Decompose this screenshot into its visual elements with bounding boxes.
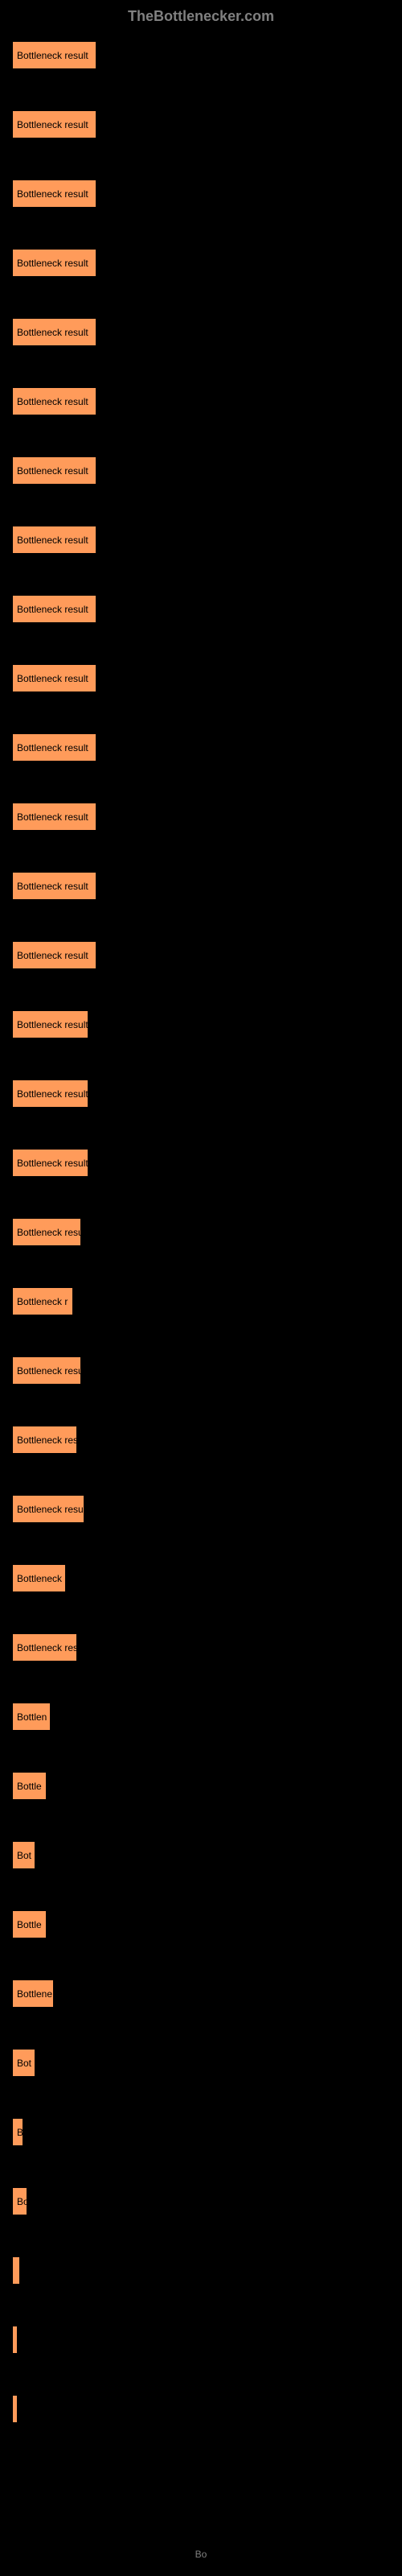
bar: Bottleneck result — [12, 1495, 84, 1523]
bar-row: Bottleneck result — [12, 1495, 394, 1544]
bar-row: Bottleneck result — [12, 249, 394, 298]
bar-row: Bottleneck result — [12, 526, 394, 575]
bar-row: Bottleneck result — [12, 803, 394, 852]
bar-row: Bottleneck result — [12, 595, 394, 644]
bar: Bottleneck result — [12, 1149, 88, 1177]
bar: Bottleneck result — [12, 249, 96, 277]
bar-row: Bo — [12, 2187, 394, 2236]
bar-row: Bottleneck result — [12, 1080, 394, 1129]
bar: Bottleneck result — [12, 41, 96, 69]
bar-row: Bottleneck result — [12, 180, 394, 229]
bar: Bottleneck result — [12, 872, 96, 900]
bar: Bottleneck res — [12, 1426, 77, 1454]
bar-row: B — [12, 2118, 394, 2167]
bar-row: Bottleneck result — [12, 872, 394, 921]
bar-row: Bottleneck result — [12, 318, 394, 367]
bar: Bottleneck — [12, 1564, 66, 1592]
bar-row: Bottleneck result — [12, 387, 394, 436]
bar: Bottle — [12, 1910, 47, 1938]
bar-row: Bottleneck result — [12, 941, 394, 990]
bar: Bottlen — [12, 1703, 51, 1731]
bars-area: Bottleneck result Bottleneck result Bottle… — [12, 41, 394, 2444]
bar — [12, 2395, 18, 2423]
bar: Bottlene — [12, 1979, 54, 2008]
bar: Bottleneck result — [12, 941, 96, 969]
bar-row — [12, 2326, 394, 2375]
bar-row: Bottleneck res — [12, 1633, 394, 1682]
bar: Bottleneck result — [12, 318, 96, 346]
bar-row: Bottleneck resu — [12, 1356, 394, 1406]
bar: Bottleneck res — [12, 1633, 77, 1662]
bar-row: Bottleneck res — [12, 1426, 394, 1475]
bar-row: Bottlene — [12, 1979, 394, 2029]
bar: Bottleneck result — [12, 803, 96, 831]
bar-row — [12, 2395, 394, 2444]
bar-row: Bottlen — [12, 1703, 394, 1752]
footer-label: Bo — [8, 2549, 394, 2560]
bar: Bottleneck result — [12, 180, 96, 208]
bar-row: Bottleneck result — [12, 1149, 394, 1198]
bar-row: Bottleneck — [12, 1564, 394, 1613]
bar: Bottleneck result — [12, 1080, 88, 1108]
bar: Bottleneck resu — [12, 1356, 81, 1385]
bar-row: Bottleneck result — [12, 41, 394, 90]
bar: Bottleneck result — [12, 664, 96, 692]
bar-row: Bottleneck result — [12, 1010, 394, 1059]
bar — [12, 2256, 20, 2285]
bar: Bottleneck result — [12, 595, 96, 623]
bar: Bottle — [12, 1772, 47, 1800]
bar: Bottleneck result — [12, 110, 96, 138]
bar: B — [12, 2118, 23, 2146]
bar: Bottleneck result — [12, 526, 96, 554]
bar: Bo — [12, 2187, 27, 2215]
bar-chart: Bottleneck result Bottleneck result Bottle… — [12, 41, 394, 2537]
bar: Bot — [12, 1841, 35, 1869]
bar-row — [12, 2256, 394, 2306]
bar-row: Bottleneck result — [12, 733, 394, 782]
bar: Bottleneck r — [12, 1287, 73, 1315]
bar-row: Bot — [12, 2049, 394, 2098]
bar-row: Bot — [12, 1841, 394, 1890]
bar-row: Bottleneck r — [12, 1287, 394, 1336]
bar: Bottleneck resu — [12, 1218, 81, 1246]
bar: Bottleneck result — [12, 733, 96, 762]
bar-row: Bottleneck result — [12, 664, 394, 713]
bar: Bottleneck result — [12, 456, 96, 485]
bar: Bot — [12, 2049, 35, 2077]
bar-row: Bottleneck result — [12, 110, 394, 159]
page-title: TheBottlenecker.com — [8, 8, 394, 25]
bar-row: Bottle — [12, 1910, 394, 1959]
bar-row: Bottleneck resu — [12, 1218, 394, 1267]
bar-row: Bottleneck result — [12, 456, 394, 506]
bar: Bottleneck result — [12, 1010, 88, 1038]
bar — [12, 2326, 18, 2354]
bar-row: Bottle — [12, 1772, 394, 1821]
bar: Bottleneck result — [12, 387, 96, 415]
